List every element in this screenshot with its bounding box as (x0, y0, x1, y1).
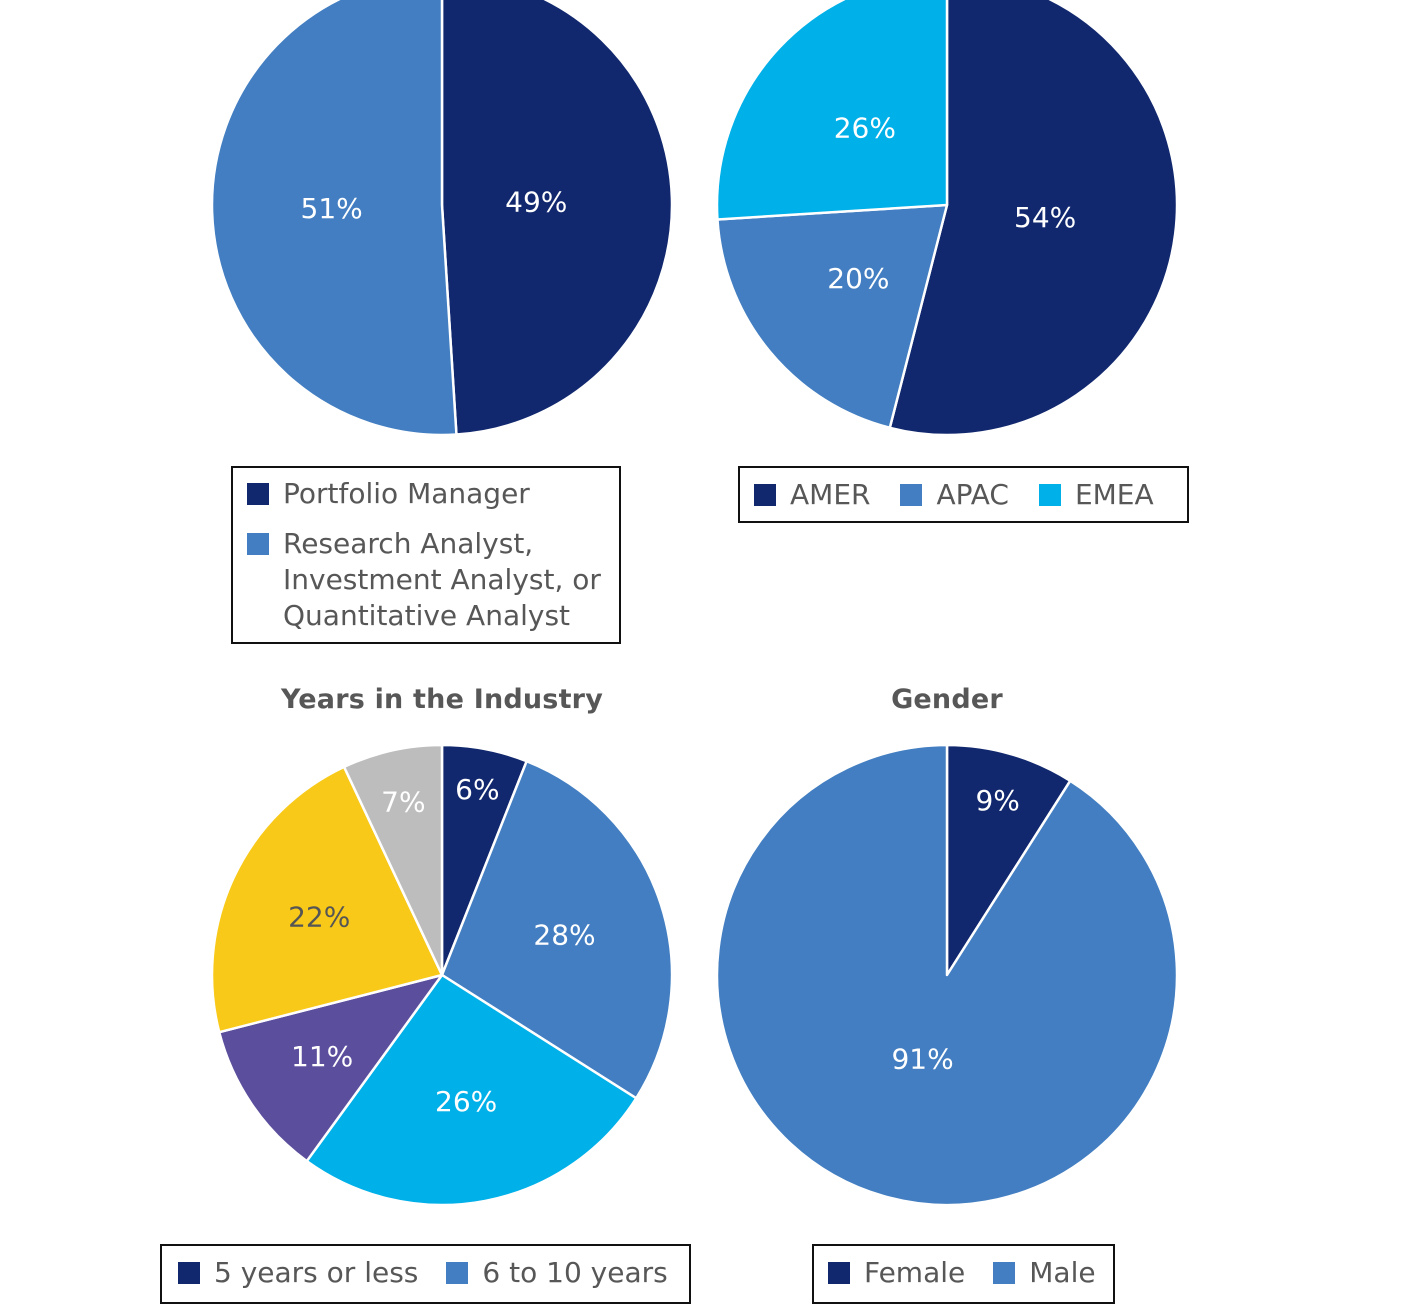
data-label-segment-5: 22% (288, 901, 350, 934)
role-legend: Portfolio Manager Research Analyst, Inve… (231, 466, 621, 644)
legend-label: APAC (936, 477, 1009, 511)
years-legend: 5 years or less 6 to 10 years (160, 1244, 691, 1304)
pie-slice-6-to-10-years (440, 759, 674, 1100)
data-label-segment-3: 26% (435, 1085, 497, 1118)
legend-label: EMEA (1074, 477, 1154, 511)
gender-legend: Female Male (812, 1244, 1115, 1304)
legend-swatch (247, 483, 269, 505)
legend-item-amer: AMER (754, 477, 870, 513)
pie-slice-segment-6 (342, 743, 444, 977)
region-legend: AMER APAC EMEA (738, 466, 1189, 523)
legend-label: AMER (790, 477, 871, 511)
legend-item-research-analyst: Research Analyst, Investment Analyst, or… (247, 526, 605, 634)
data-label-apac: 20% (827, 262, 889, 295)
legend-label: Male (1029, 1256, 1096, 1289)
legend-item-5-years-or-less: 5 years or less (178, 1255, 418, 1291)
gender-chart-title: Gender (891, 684, 1003, 715)
data-label-5-years-or-less: 6% (455, 773, 499, 806)
pie-slice-portfolio-manager (440, 0, 674, 436)
legend-item-apac: APAC (900, 477, 1009, 513)
data-label-segment-4: 11% (291, 1040, 353, 1073)
legend-swatch (754, 483, 776, 506)
pie-slice-segment-2 (210, 0, 458, 437)
legend-item-6-to-10-years: 6 to 10 years (446, 1255, 668, 1291)
legend-swatch (247, 533, 269, 555)
pie-slice-apac (716, 203, 949, 430)
legend-label: Portfolio Manager (283, 477, 530, 510)
legend-swatch (1038, 483, 1061, 506)
legend-swatch (828, 1262, 850, 1284)
data-label-6-to-10-years: 28% (533, 919, 595, 952)
legend-label: 6 to 10 years (482, 1256, 668, 1289)
pie-slice-segment-3 (305, 973, 638, 1207)
legend-label: 5 years or less (214, 1256, 419, 1289)
legend-swatch (993, 1262, 1016, 1284)
data-label-segment-2: 51% (301, 192, 363, 225)
pie-chart-years: 6% 28% 26% 11% 22% 7% (210, 743, 674, 1207)
data-label-female: 9% (975, 784, 1019, 817)
legend-label: Female (864, 1256, 966, 1289)
data-label-emea: 26% (834, 111, 896, 144)
data-label-amer: 54% (1014, 201, 1076, 234)
pie-slice-emea (715, 0, 949, 221)
legend-item-male: Male (993, 1255, 1096, 1291)
pie-slice-female (945, 743, 1072, 977)
pie-slice-male (715, 743, 1179, 1207)
pie-slice-amer (888, 0, 1179, 437)
data-label-male: 91% (891, 1042, 953, 1075)
legend-swatch (178, 1262, 200, 1284)
pie-slice-segment-4 (217, 973, 444, 1163)
data-label-portfolio-manager: 49% (505, 186, 567, 219)
pie-chart-role: 49% 51% (210, 0, 674, 437)
legend-item-female: Female (828, 1255, 965, 1291)
legend-swatch (446, 1262, 469, 1284)
years-chart-title: Years in the Industry (280, 684, 604, 715)
legend-label: Research Analyst, Investment Analyst, or… (283, 527, 601, 632)
legend-item-emea: EMEA (1038, 477, 1154, 513)
pie-chart-region: 54% 20% 26% (715, 0, 1179, 437)
legend-item-portfolio-manager: Portfolio Manager (247, 476, 605, 512)
pie-slice-segment-5 (210, 765, 444, 1034)
pie-chart-gender: 9% 91% (715, 743, 1179, 1207)
legend-swatch (900, 483, 923, 506)
data-label-segment-6: 7% (381, 786, 425, 819)
